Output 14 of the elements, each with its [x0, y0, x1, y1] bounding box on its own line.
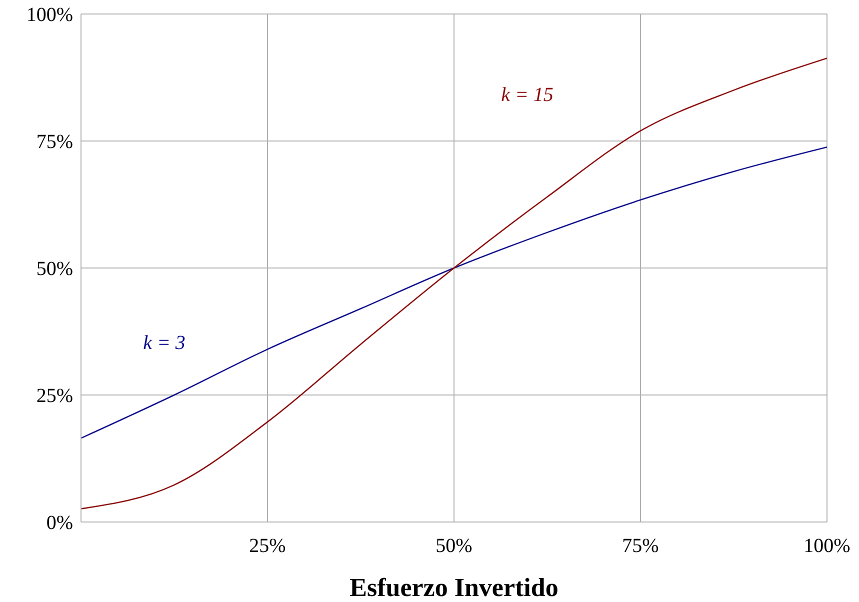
line-series [81, 58, 827, 510]
x-tick-label: 100% [804, 535, 850, 558]
y-tick-label: 75% [36, 131, 73, 154]
x-axis-title: Esfuerzo Invertido [350, 573, 558, 602]
y-tick-label: 50% [36, 258, 73, 280]
line-series [81, 146, 827, 439]
x-tick-label: 50% [436, 535, 472, 558]
y-tick-label: 0% [46, 512, 73, 534]
text: k = 15 [501, 84, 554, 106]
x-tick-label: 25% [249, 535, 286, 558]
y-tick-label: 25% [36, 385, 73, 408]
series-label: k = 3 [143, 332, 186, 354]
y-tick-label: 100% [26, 4, 73, 26]
x-tick-label: 75% [622, 535, 659, 558]
